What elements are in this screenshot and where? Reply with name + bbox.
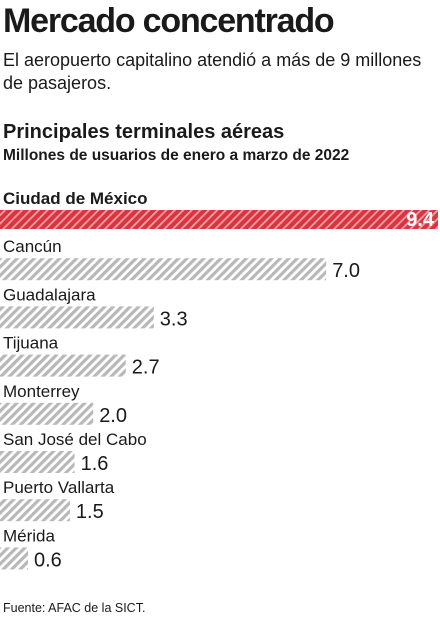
value-label: 7.0 <box>332 260 360 282</box>
value-label: 2.7 <box>132 357 160 379</box>
category-label: Ciudad de México <box>3 189 148 208</box>
category-label: Guadalajara <box>3 285 96 304</box>
value-label: 9.4 <box>406 209 435 231</box>
bars-layer: Ciudad de México 9.4 Cancún 7.0 Guadalajara 3… <box>0 189 438 571</box>
bar <box>0 451 75 473</box>
bar <box>0 210 438 229</box>
value-label: 1.6 <box>81 453 109 475</box>
value-label: 1.5 <box>76 501 104 523</box>
source-note: Fuente: AFAC de la SICT. <box>3 601 146 615</box>
bar <box>0 402 94 425</box>
dek: El aeropuerto capitalino atendió a más d… <box>3 50 422 93</box>
chart-subtitle: Millones de usuarios de enero a marzo de… <box>3 147 350 164</box>
value-label: 2.0 <box>99 405 127 427</box>
category-label: Tijuana <box>3 334 59 353</box>
bar <box>0 499 70 522</box>
category-label: Monterrey <box>3 382 80 401</box>
bar <box>0 258 327 281</box>
bar <box>0 354 126 377</box>
value-label: 0.6 <box>34 549 62 571</box>
category-label: Cancún <box>3 237 62 256</box>
category-label: Mérida <box>3 526 56 545</box>
bar-chart: Ciudad de México 9.4 Cancún 7.0 Guadalajara 3… <box>0 189 438 571</box>
category-label: Puerto Vallarta <box>3 478 115 497</box>
value-label: 3.3 <box>160 308 188 330</box>
bar <box>0 306 154 329</box>
headline: Mercado concentrado <box>3 2 335 40</box>
category-label: San José del Cabo <box>3 430 147 449</box>
chart-title: Principales terminales aéreas <box>3 121 285 143</box>
bar <box>0 547 28 570</box>
